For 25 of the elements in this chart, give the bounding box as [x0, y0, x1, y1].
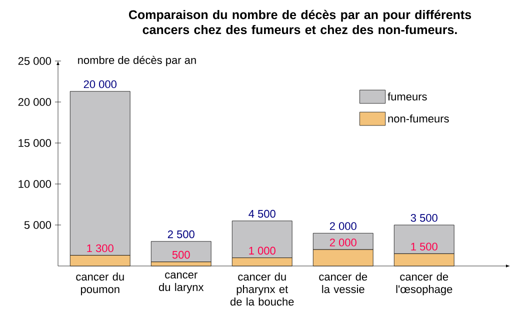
data-label: 500: [172, 250, 190, 259]
x-tick-label: cancer de la vessie: [319, 272, 368, 294]
data-label: 2 500: [168, 230, 194, 238]
data-label: 4 500: [248, 210, 276, 218]
x-tick-label: cancer du pharynx et de la bouche: [230, 272, 294, 306]
data-label: 1 000: [249, 246, 276, 255]
y-tick-label: 15 000: [18, 139, 52, 147]
data-label: 1 300: [87, 244, 114, 252]
legend-label: non-fumeurs: [388, 114, 449, 123]
y-tick-label: 20 000: [18, 98, 52, 106]
x-tick-label: cancer du larynx: [158, 272, 204, 294]
x-tick-label: cancer du poumon: [76, 272, 124, 296]
chart-title: Comparaison du nombre de décès par an pour différents cancers chez des fumeurs et chez des non-fumeurs.: [128, 10, 472, 34]
y-tick-label: 10 000: [18, 180, 52, 188]
y-tick-label: 5 000: [24, 221, 52, 229]
legend-label: fumeurs: [388, 92, 427, 100]
y-tick-label: 25 000: [18, 57, 52, 65]
data-label: 2 000: [330, 222, 356, 230]
data-label: 2 000: [330, 238, 356, 246]
y-axis-title: nombre de décès par an: [78, 56, 196, 66]
data-label: 1 500: [411, 242, 438, 250]
x-tick-label: cancer de l'œsophage: [396, 272, 452, 296]
data-label: 3 500: [410, 214, 438, 222]
data-label: 20 000: [84, 80, 116, 88]
bar: [150, 241, 212, 262]
